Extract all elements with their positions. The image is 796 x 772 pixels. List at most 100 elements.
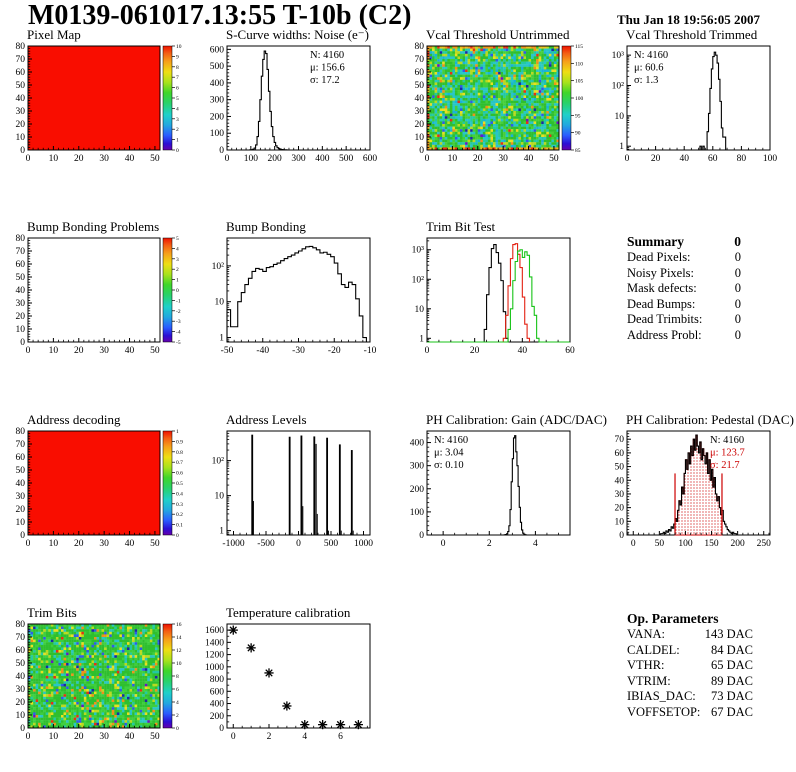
svg-text:1: 1: [419, 334, 424, 344]
svg-text:0.8: 0.8: [176, 450, 183, 456]
svg-text:0: 0: [176, 288, 179, 294]
svg-text:σ: 21.7: σ: 21.7: [710, 460, 740, 471]
svg-text:50: 50: [16, 81, 26, 91]
summary-row: Noisy Pixels: 0: [627, 266, 741, 282]
op-parameters-panel: Op. Parameters VANA: 143 DAC CALDEL: 84 DA…: [627, 610, 753, 720]
svg-text:10³: 10³: [412, 246, 425, 256]
svg-text:10: 10: [49, 346, 59, 356]
svg-text:60: 60: [16, 68, 26, 78]
svg-text:10: 10: [16, 518, 26, 528]
svg-text:0: 0: [20, 338, 25, 348]
svg-text:30: 30: [415, 107, 425, 117]
scurve-noise-title: S-Curve widths: Noise (e⁻): [226, 27, 369, 42]
svg-text:0: 0: [20, 531, 25, 541]
svg-text:3: 3: [176, 257, 179, 263]
trim-bit-test-cell: Trim Bit Test 0 20 40 60 1 10 10² 10³: [400, 220, 599, 384]
svg-text:2: 2: [176, 127, 179, 133]
svg-text:60: 60: [415, 68, 425, 78]
svg-text:600: 600: [210, 45, 225, 55]
svg-text:10: 10: [615, 112, 625, 122]
svg-text:600: 600: [363, 154, 378, 164]
svg-text:85: 85: [575, 148, 581, 154]
address-decoding-cell: Address decoding 0 10 20 30 40 50 0 10 20 30 40 50 6…: [1, 413, 200, 577]
svg-text:3: 3: [176, 117, 179, 123]
svg-text:10: 10: [215, 492, 225, 502]
svg-text:50: 50: [150, 346, 160, 356]
svg-text:20: 20: [651, 154, 661, 164]
svg-text:10²: 10²: [212, 262, 225, 272]
op-value: 65 DAC: [710, 658, 753, 672]
svg-text:0: 0: [625, 154, 630, 164]
svg-text:200: 200: [410, 485, 425, 495]
svg-text:0.5: 0.5: [176, 481, 183, 487]
svg-text:0: 0: [176, 533, 179, 539]
svg-text:70: 70: [16, 440, 26, 450]
svg-text:9: 9: [176, 54, 179, 60]
svg-text:5: 5: [176, 96, 179, 102]
svg-text:10: 10: [176, 44, 182, 50]
address-decoding-title: Address decoding: [27, 412, 121, 427]
trim-bit-test-chart: 0 20 40 60 1 10 10² 10³: [412, 237, 575, 356]
scurve-noise-cell: S-Curve widths: Noise (e⁻) 0 100 200 300 400…: [200, 28, 399, 192]
svg-text:0: 0: [619, 531, 624, 541]
svg-text:300: 300: [410, 462, 425, 472]
svg-text:20: 20: [74, 154, 84, 164]
summary-value: 0: [734, 281, 741, 295]
svg-text:300: 300: [210, 96, 225, 106]
bump-problems-cell: Bump Bonding Problems 0 10 20 30 40 50 0 10 20 30…: [1, 220, 200, 384]
svg-text:20: 20: [74, 346, 84, 356]
svg-text:20: 20: [615, 504, 625, 514]
svg-text:40: 40: [125, 539, 135, 549]
svg-text:5: 5: [176, 236, 179, 242]
svg-text:0: 0: [425, 154, 430, 164]
svg-text:30: 30: [99, 154, 109, 164]
svg-text:400: 400: [210, 79, 225, 89]
scurve-noise-chart: 0 100 200 300 400 500 600 0 100 200 300 400 500 600 N:…: [210, 45, 378, 164]
svg-text:200: 200: [268, 154, 283, 164]
temperature-calibration-title: Temperature calibration: [226, 605, 351, 620]
svg-text:0: 0: [225, 154, 230, 164]
svg-text:100: 100: [244, 154, 259, 164]
ph-pedestal-chart: 0 50 100 150 200 250 0 10 20 30 40 50 60 70 N: 4160 μ: …: [615, 430, 771, 549]
pixel-map-title: Pixel Map: [27, 27, 81, 42]
svg-text:1: 1: [176, 138, 179, 144]
address-decoding-chart: 0 10 20 30 40 50 0 10 20 30 40 50 60 70 80 1 0.9 0.8 0.7 0.…: [16, 427, 184, 549]
svg-text:20: 20: [16, 312, 26, 322]
address-levels-chart: -1000 -500 0 500 1000 1 10 10²: [212, 430, 373, 549]
op-parameter-row: VTRIM: 89 DAC: [627, 674, 753, 690]
summary-title: Summary: [627, 234, 684, 249]
svg-text:10²: 10²: [412, 275, 425, 285]
svg-text:0: 0: [296, 539, 301, 549]
svg-text:40: 40: [125, 346, 135, 356]
op-value: 89 DAC: [710, 673, 753, 688]
svg-text:-20: -20: [328, 346, 341, 356]
vcal-trimmed-title: Vcal Threshold Trimmed: [626, 27, 758, 42]
vcal-untrimmed-title: Vcal Threshold Untrimmed: [426, 27, 570, 42]
svg-text:100: 100: [210, 129, 225, 139]
svg-text:60: 60: [708, 154, 718, 164]
summary-label: Dead Bumps:: [627, 296, 696, 311]
svg-text:0: 0: [26, 539, 31, 549]
summary-header: Summary 0: [627, 233, 741, 250]
svg-text:-50: -50: [221, 346, 234, 356]
svg-text:μ: 3.04: μ: 3.04: [434, 448, 464, 459]
address-levels-cell: Address Levels -1000 -500 0 500 1000 1 10 10²: [200, 413, 399, 577]
svg-text:40: 40: [16, 286, 26, 296]
svg-text:4: 4: [533, 539, 538, 549]
summary-value: 0: [734, 265, 741, 280]
op-label: VTRIM:: [627, 673, 671, 688]
svg-text:40: 40: [524, 154, 534, 164]
svg-text:20: 20: [16, 120, 26, 130]
svg-text:μ: 156.6: μ: 156.6: [310, 63, 345, 74]
svg-text:0.6: 0.6: [176, 471, 183, 477]
op-parameters-header: Op. Parameters: [627, 610, 753, 627]
summary-value: 0: [734, 250, 741, 264]
svg-text:0: 0: [20, 146, 25, 156]
svg-text:80: 80: [16, 427, 26, 437]
svg-text:50: 50: [655, 539, 665, 549]
svg-text:-1000: -1000: [222, 539, 244, 549]
svg-text:σ: 17.2: σ: 17.2: [310, 75, 340, 86]
svg-text:10: 10: [448, 154, 458, 164]
bump-bonding-cell: Bump Bonding -50 -40 -30 -20 -10 1 10 10²: [200, 220, 399, 384]
